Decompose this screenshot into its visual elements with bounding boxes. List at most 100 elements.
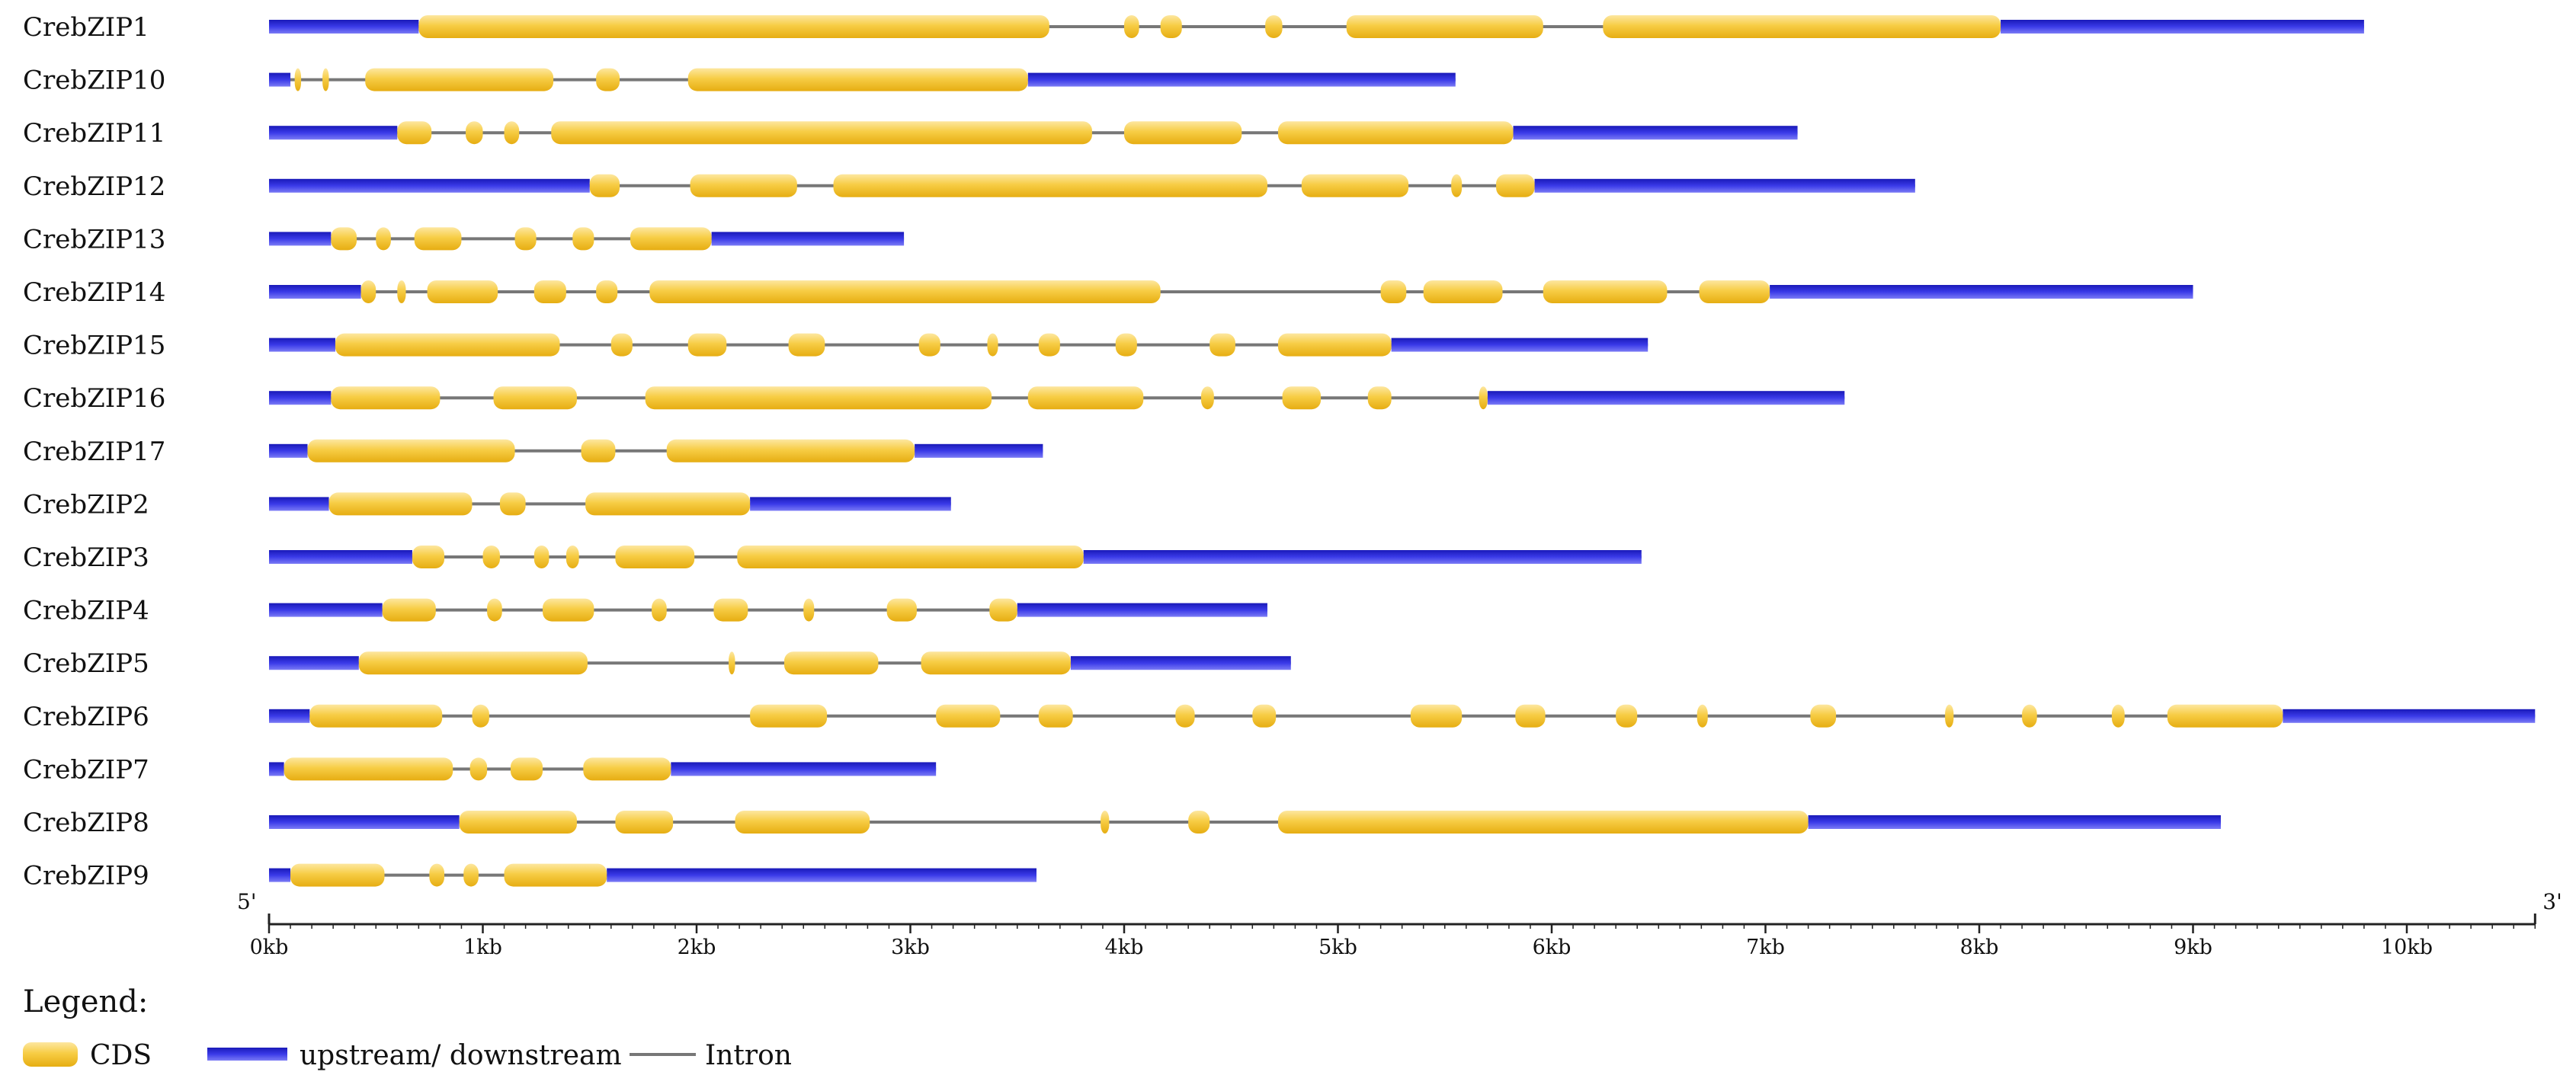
gene-rows: CrebZIP1 CrebZIP10 CrebZIP11 CrebZIP12 CrebZ… bbox=[23, 12, 2536, 891]
cds-exon bbox=[427, 280, 498, 303]
utr-segment bbox=[269, 497, 329, 511]
cds-exon bbox=[589, 174, 620, 197]
cds-exon bbox=[1496, 174, 1535, 197]
cds-exon bbox=[886, 598, 917, 622]
cds-exon bbox=[1479, 386, 1488, 410]
cds-exon bbox=[1603, 15, 2001, 38]
scale-axis: 5' 3' 0kb 1kb 2kb 3kb 4kb 5kb 6kb 7kb 8kb 9kb 10kb bbox=[237, 889, 2562, 959]
gene-row: CrebZIP10 bbox=[23, 66, 1456, 96]
cds-exon bbox=[466, 121, 483, 145]
cds-exon bbox=[581, 439, 616, 462]
utr-segment bbox=[2001, 20, 2364, 34]
gene-label: CrebZIP1 bbox=[23, 12, 149, 43]
gene-label: CrebZIP3 bbox=[23, 542, 149, 573]
cds-exon bbox=[418, 15, 1049, 38]
cds-exon bbox=[788, 333, 825, 357]
gene-label: CrebZIP12 bbox=[23, 171, 165, 202]
cds-exon bbox=[649, 280, 1161, 303]
utr-segment bbox=[269, 709, 310, 723]
cds-exon bbox=[1282, 386, 1322, 410]
gene-label: CrebZIP15 bbox=[23, 331, 165, 361]
utr-segment bbox=[1391, 338, 1648, 352]
axis-tick-label: 4kb bbox=[1105, 936, 1144, 959]
cds-exon bbox=[1515, 704, 1546, 728]
cds-exon bbox=[1027, 386, 1144, 410]
utr-segment bbox=[711, 232, 905, 246]
axis-tick-label: 1kb bbox=[463, 936, 502, 959]
cds-exon bbox=[335, 333, 560, 357]
utr-segment bbox=[269, 443, 308, 458]
gene-label: CrebZIP16 bbox=[23, 383, 165, 414]
axis-tick-label: 6kb bbox=[1533, 936, 1572, 959]
cds-exon bbox=[376, 227, 391, 251]
gene-row: CrebZIP13 bbox=[23, 224, 905, 254]
utr-segment bbox=[607, 868, 1036, 882]
utr-segment bbox=[1513, 126, 1798, 140]
cds-exon bbox=[615, 546, 695, 568]
cds-exon bbox=[543, 598, 594, 622]
cds-exon bbox=[585, 492, 751, 516]
axis-tick-label: 0kb bbox=[250, 936, 289, 959]
cds-exon bbox=[499, 492, 526, 516]
utr-segment bbox=[1487, 391, 1845, 405]
gene-label: CrebZIP4 bbox=[23, 596, 149, 626]
cds-exon bbox=[566, 546, 579, 568]
cds-exon bbox=[331, 227, 357, 251]
cds-exon bbox=[533, 546, 549, 568]
cds-exon bbox=[1115, 333, 1137, 357]
cds-exon bbox=[487, 598, 502, 622]
cds-exon bbox=[987, 333, 998, 357]
utr-segment bbox=[1027, 72, 1456, 87]
legend-intron-label: Intron bbox=[705, 1040, 792, 1071]
gene-row: CrebZIP6 bbox=[23, 702, 2536, 732]
gene-row: CrebZIP17 bbox=[23, 437, 1043, 467]
cds-exon bbox=[2167, 704, 2283, 728]
gene-row: CrebZIP7 bbox=[23, 754, 937, 785]
cds-exon bbox=[504, 121, 520, 145]
cds-exon bbox=[294, 68, 302, 91]
axis-tick-label: 5kb bbox=[1318, 936, 1357, 959]
utr-segment bbox=[750, 497, 951, 511]
cds-exon bbox=[750, 704, 828, 728]
cds-exon bbox=[290, 863, 385, 887]
cds-exon bbox=[1200, 386, 1214, 410]
cds-exon bbox=[2022, 704, 2037, 728]
cds-exon bbox=[514, 227, 537, 251]
cds-exon bbox=[358, 651, 588, 675]
utr-segment bbox=[269, 72, 291, 87]
cds-exon bbox=[610, 333, 633, 357]
cds-exon bbox=[690, 174, 797, 197]
gene-label: CrebZIP7 bbox=[23, 754, 149, 785]
utr-segment bbox=[269, 232, 332, 246]
cds-exon bbox=[687, 68, 1028, 91]
cds-exon bbox=[397, 280, 406, 303]
axis-tick-label: 9kb bbox=[2174, 936, 2212, 959]
gene-row: CrebZIP4 bbox=[23, 596, 1267, 626]
cds-exon bbox=[666, 439, 915, 462]
cds-exon bbox=[1423, 280, 1503, 303]
gene-row: CrebZIP3 bbox=[23, 542, 1642, 573]
cds-exon bbox=[429, 863, 445, 887]
gene-label: CrebZIP9 bbox=[23, 861, 149, 891]
cds-exon bbox=[1697, 704, 1708, 728]
cds-exon bbox=[533, 280, 566, 303]
cds-exon bbox=[729, 651, 735, 675]
cds-exon bbox=[551, 121, 1092, 145]
gene-label: CrebZIP8 bbox=[23, 808, 149, 838]
legend-utr-label: upstream/ downstream bbox=[300, 1040, 622, 1071]
utr-segment bbox=[269, 126, 398, 140]
utr-segment bbox=[269, 391, 332, 405]
cds-exon bbox=[596, 68, 620, 91]
cds-exon bbox=[1410, 704, 1463, 728]
cds-exon bbox=[1367, 386, 1392, 410]
utr-segment bbox=[269, 815, 460, 829]
cds-exon bbox=[1175, 704, 1195, 728]
cds-exon bbox=[936, 704, 1001, 728]
cds-exon bbox=[1038, 704, 1073, 728]
cds-exon bbox=[596, 280, 618, 303]
cds-exon bbox=[572, 227, 594, 251]
utr-segment bbox=[269, 656, 359, 670]
cds-exon bbox=[1346, 15, 1543, 38]
gene-row: CrebZIP15 bbox=[23, 331, 1648, 361]
